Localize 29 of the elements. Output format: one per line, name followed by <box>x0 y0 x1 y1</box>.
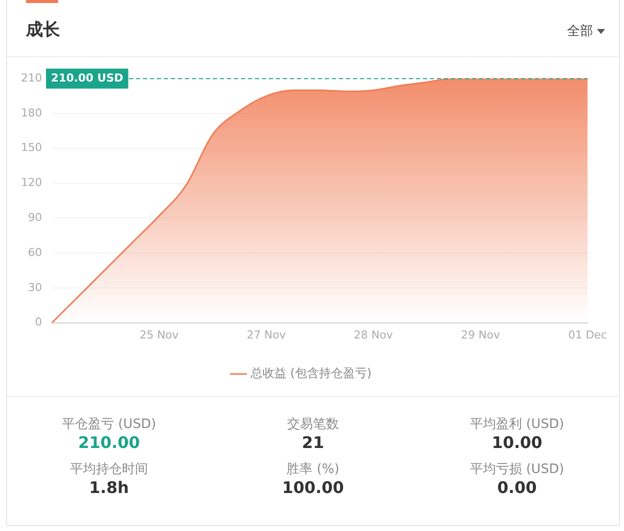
ref-line-label: 210.00 USD <box>50 71 124 84</box>
y-tick-label: 0 <box>34 316 42 329</box>
y-tick-label: 60 <box>28 246 42 259</box>
text: 1.8h <box>88 478 130 497</box>
chart-title: 成长 <box>26 19 60 41</box>
x-tick-label: 27 Nov <box>246 328 286 342</box>
text: 10.00 <box>490 433 544 452</box>
text: 平均盈利 (USD) <box>468 416 566 433</box>
y-tick-label: 180 <box>20 106 42 120</box>
y-tick-label: 90 <box>28 211 42 224</box>
text: 胜率 (%) <box>286 461 340 478</box>
x-tick-label: 29 Nov <box>461 328 500 342</box>
text: 210.00 <box>77 433 141 452</box>
text: 21 <box>300 433 326 452</box>
text: 交易笔数 <box>286 416 340 433</box>
x-tick-label: 25 Nov <box>140 328 180 342</box>
text: 100.00 <box>281 478 345 497</box>
text: 平均亏损 (USD) <box>468 461 566 478</box>
text: 平均持仓时间 <box>69 461 149 478</box>
y-tick-label: 150 <box>20 141 42 154</box>
y-tick-label: 120 <box>20 176 42 190</box>
x-tick-label: 28 Nov <box>354 328 394 342</box>
text: 0.00 <box>496 478 538 497</box>
legend-label: 总收益 (包含持仓盈亏) <box>249 366 372 380</box>
text: 全部 <box>566 23 594 40</box>
y-tick-label: 30 <box>28 280 42 294</box>
text: 平仓盈亏 (USD) <box>60 416 158 433</box>
x-tick-label: 01 Dec <box>568 328 607 342</box>
y-tick-label: 210 <box>20 71 42 84</box>
